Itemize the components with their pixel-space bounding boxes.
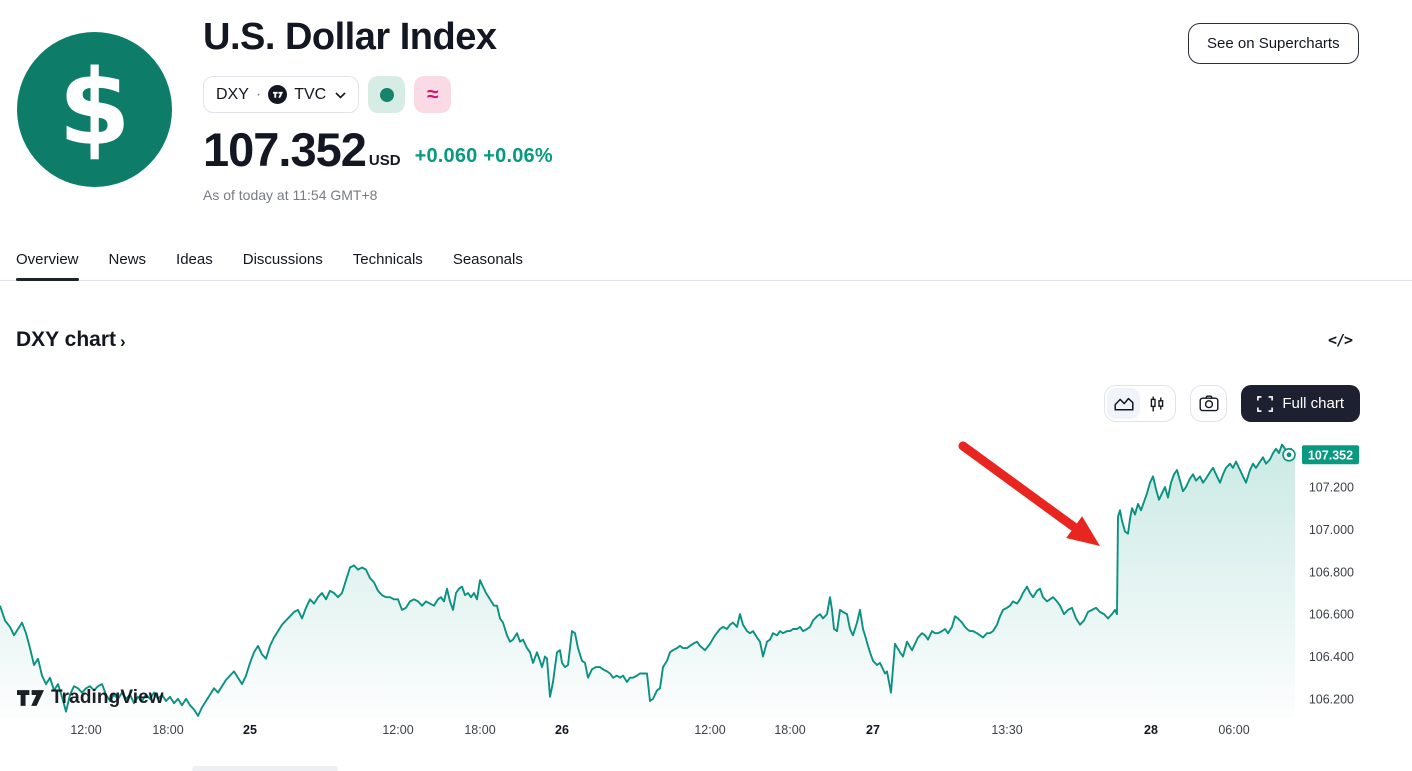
tab-overview[interactable]: Overview bbox=[16, 239, 79, 281]
tab-technicals[interactable]: Technicals bbox=[352, 251, 423, 268]
y-axis-label: 106.600 bbox=[1309, 608, 1354, 622]
y-axis-label: 106.800 bbox=[1309, 565, 1354, 579]
exchange-label: TVC bbox=[294, 85, 327, 103]
market-open-dot-icon bbox=[379, 87, 394, 102]
chart-toolbar: Full chart bbox=[1104, 385, 1360, 422]
x-axis-label: 18:00 bbox=[464, 723, 495, 737]
see-on-supercharts-button[interactable]: See on Supercharts bbox=[1188, 23, 1359, 64]
embed-code-icon[interactable]: </> bbox=[1328, 331, 1353, 349]
similar-symbols-button[interactable]: ≈ bbox=[414, 76, 452, 113]
as-of-timestamp: As of today at 11:54 GMT+8 bbox=[203, 187, 378, 203]
tradingview-logo-icon bbox=[17, 689, 44, 706]
symbol-logo: $ bbox=[17, 32, 172, 187]
candles-chart-button[interactable] bbox=[1140, 388, 1173, 419]
annotation-arrow-head bbox=[1066, 516, 1100, 546]
market-status-button[interactable] bbox=[368, 76, 406, 113]
chevron-right-icon: › bbox=[120, 331, 126, 351]
price-chart[interactable]: 107.200 107.000 106.800 106.600 106.400 106.2… bbox=[0, 430, 1412, 771]
x-axis-label: 25 bbox=[243, 723, 257, 737]
x-axis-label: 13:30 bbox=[991, 723, 1022, 737]
y-axis-label: 107.000 bbox=[1309, 523, 1354, 537]
tab-news[interactable]: News bbox=[108, 251, 147, 268]
area-chart-canvas: 107.200 107.000 106.800 106.600 106.400 106.2… bbox=[0, 441, 1359, 737]
section-tabbar: Overview News Ideas Discussions Technica… bbox=[0, 239, 1412, 281]
currency-label: USD bbox=[368, 151, 401, 169]
x-axis-label: 12:00 bbox=[70, 723, 101, 737]
tab-seasonals[interactable]: Seasonals bbox=[452, 251, 523, 268]
chevron-down-icon bbox=[335, 86, 346, 104]
x-axis-label: 06:00 bbox=[1218, 723, 1249, 737]
symbol-selector[interactable]: DXY · TVC bbox=[203, 76, 360, 113]
full-chart-button[interactable]: Full chart bbox=[1241, 385, 1360, 422]
tab-ideas[interactable]: Ideas bbox=[176, 251, 213, 268]
x-axis-label: 12:00 bbox=[382, 723, 413, 737]
x-axis-label: 18:00 bbox=[774, 723, 805, 737]
x-axis-label: 26 bbox=[555, 723, 569, 737]
tradingview-exchange-icon bbox=[268, 85, 288, 104]
y-axis-label: 106.200 bbox=[1309, 692, 1354, 706]
svg-text:107.352: 107.352 bbox=[1308, 448, 1353, 462]
chart-section-link[interactable]: DXY chart › bbox=[16, 328, 126, 352]
tradingview-watermark: TradingView bbox=[17, 687, 164, 709]
page-title: U.S. Dollar Index bbox=[203, 16, 497, 58]
area-fill bbox=[0, 444, 1295, 718]
x-axis-label: 12:00 bbox=[694, 723, 725, 737]
x-axis-label: 18:00 bbox=[152, 723, 183, 737]
tab-discussions[interactable]: Discussions bbox=[242, 251, 323, 268]
snapshot-camera-button[interactable] bbox=[1190, 385, 1228, 422]
y-axis-label: 106.400 bbox=[1309, 650, 1354, 664]
symbol-ticker: DXY bbox=[216, 85, 249, 103]
full-chart-label: Full chart bbox=[1282, 395, 1344, 412]
fullscreen-icon bbox=[1257, 395, 1274, 412]
horizontal-scrollbar[interactable] bbox=[192, 766, 338, 771]
x-axis-label: 28 bbox=[1144, 723, 1158, 737]
annotation-arrow-shaft bbox=[958, 441, 1084, 536]
price-line bbox=[0, 443, 1296, 717]
dollar-sign-glyph: $ bbox=[58, 46, 131, 169]
y-axis-label: 107.200 bbox=[1309, 480, 1354, 494]
separator: · bbox=[255, 85, 262, 103]
watermark-text: TradingView bbox=[51, 687, 164, 708]
last-price: 107.352 bbox=[203, 123, 367, 176]
last-price-badge bbox=[1302, 445, 1359, 465]
price-change: +0.060 +0.06% bbox=[414, 144, 553, 167]
approx-icon: ≈ bbox=[426, 82, 439, 106]
chart-type-switch bbox=[1104, 385, 1177, 422]
x-axis-label: 27 bbox=[866, 723, 880, 737]
area-chart-button[interactable] bbox=[1107, 388, 1141, 419]
chart-section-heading: DXY chart bbox=[16, 328, 116, 351]
